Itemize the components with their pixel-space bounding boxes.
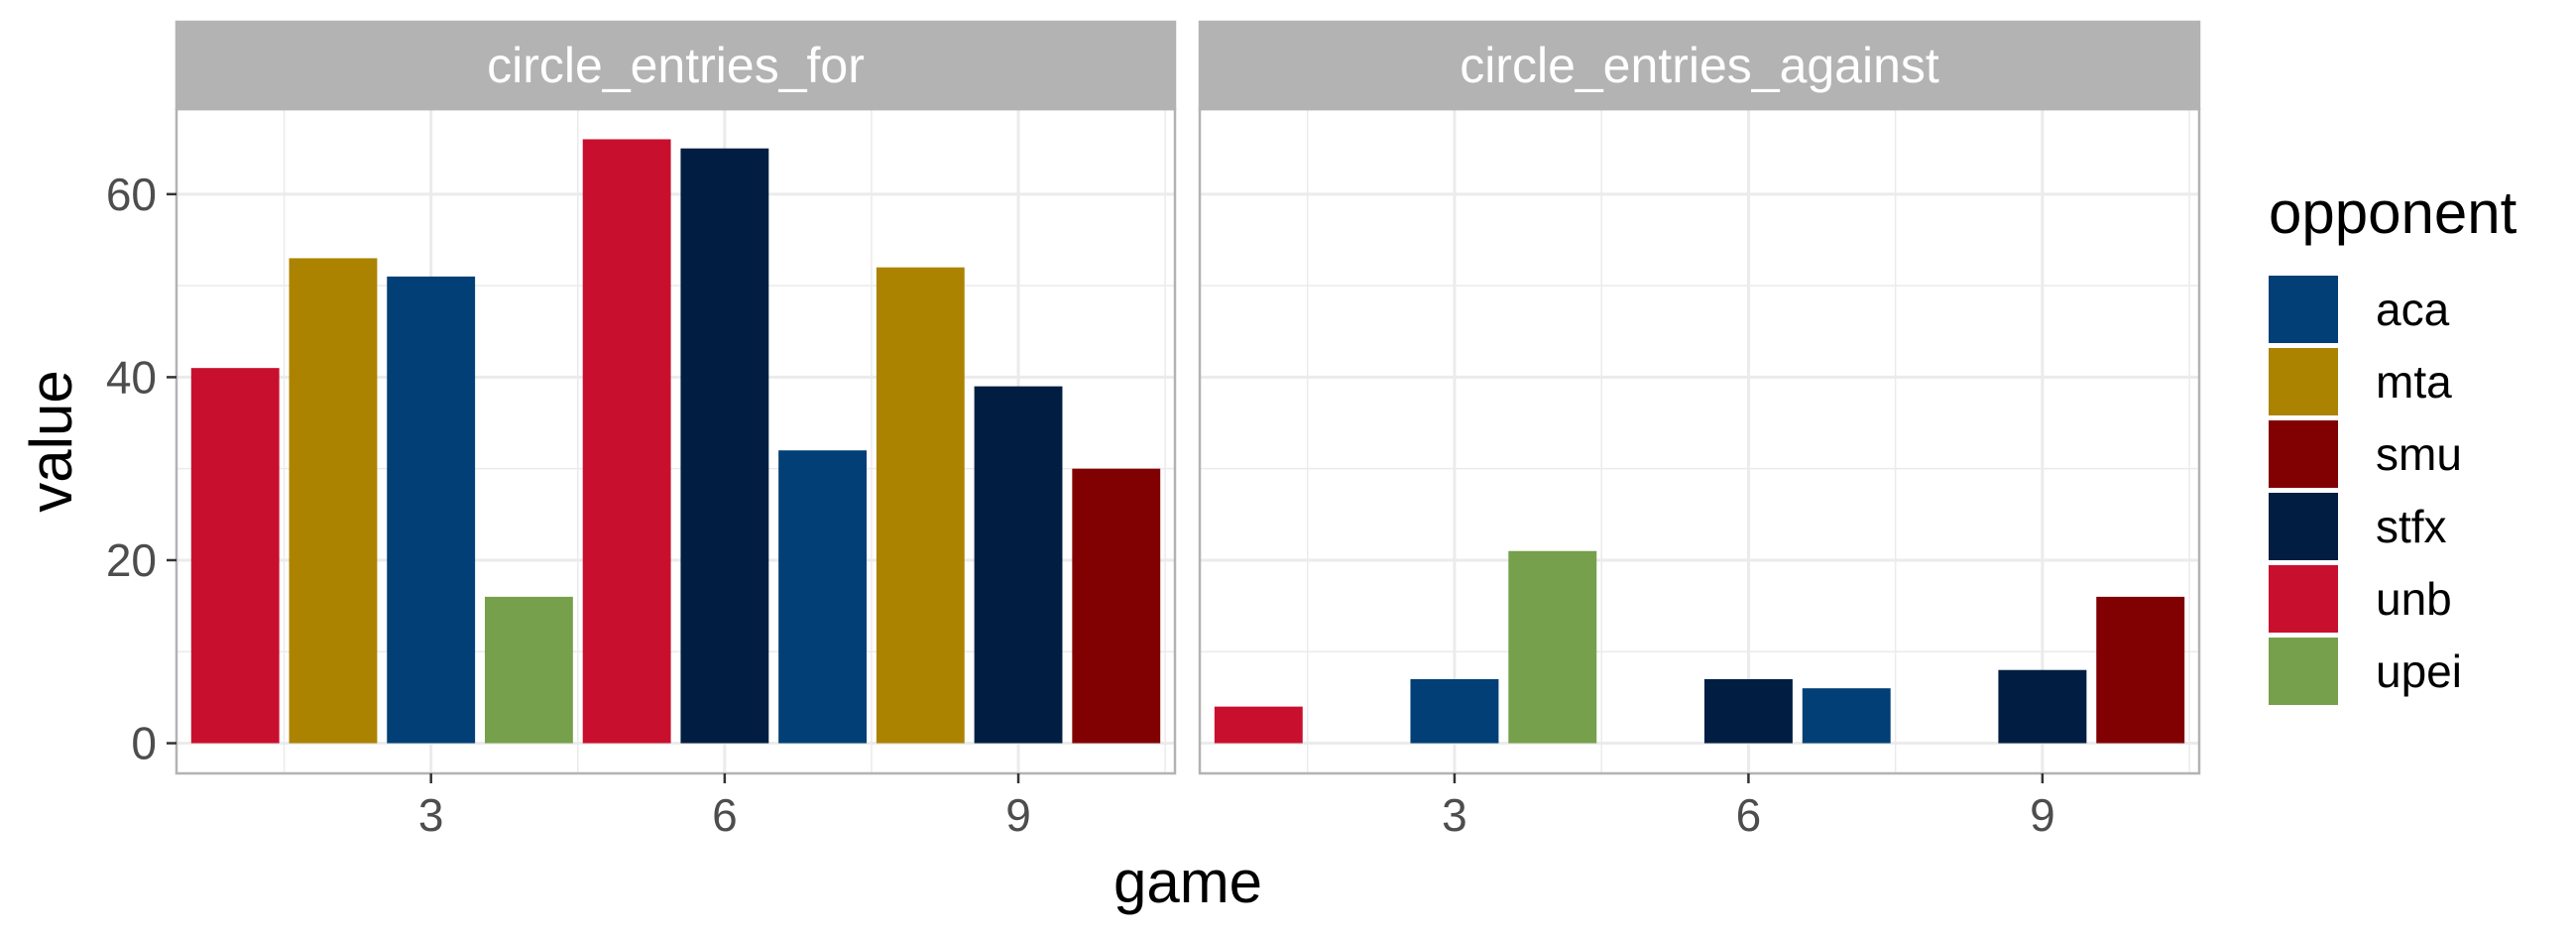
facet-strip-label: circle_entries_against <box>1460 38 1939 93</box>
facet-strip <box>175 20 1177 111</box>
x-tick-label: 3 <box>1442 789 1467 841</box>
legend-key-unb <box>2269 565 2338 633</box>
y-tick-label: 40 <box>106 351 157 403</box>
x-tick-label: 9 <box>1005 789 1031 841</box>
panel-background <box>1200 109 2199 773</box>
legend-title: opponent <box>2269 179 2517 246</box>
x-tick-label: 6 <box>1736 789 1762 841</box>
bar-game-7-aca <box>1802 688 1891 744</box>
bar-game-1-unb <box>190 368 280 744</box>
facet-strip <box>1198 20 2201 111</box>
legend-label-smu: smu <box>2376 428 2462 480</box>
legend-key-mta <box>2269 348 2338 415</box>
x-axis-title: game <box>1113 849 1262 915</box>
bar-game-6-stfx <box>680 148 769 744</box>
facet-panel-2: circle_entries_against 3 6 9 <box>1198 20 2201 841</box>
bar-game-2-mta <box>289 258 378 744</box>
bar-game-7-aca <box>778 450 868 744</box>
bar-game-5-unb <box>582 139 671 744</box>
bar-game-10-smu <box>2096 596 2185 744</box>
bar-game-4-upei <box>484 596 573 744</box>
facet-strip-label: circle_entries_for <box>487 38 865 93</box>
y-tick-label: 0 <box>131 718 157 769</box>
x-tick-label: 3 <box>418 789 444 841</box>
bar-game-9-stfx <box>974 386 1063 744</box>
bar-game-3-aca <box>1410 678 1499 744</box>
legend-key-stfx <box>2269 493 2338 560</box>
legend: opponent aca mta smu stfx unb upei <box>2269 179 2517 705</box>
bar-game-3-aca <box>387 276 476 744</box>
facet-panel-1: circle_entries_for 3 6 9 0 20 40 60 <box>106 20 1177 841</box>
legend-label-mta: mta <box>2376 356 2452 408</box>
x-tick-label: 6 <box>712 789 738 841</box>
legend-key-aca <box>2269 276 2338 343</box>
bar-game-8-mta <box>876 267 965 744</box>
legend-label-aca: aca <box>2376 284 2450 335</box>
legend-label-upei: upei <box>2376 645 2462 697</box>
bar-game-10-smu <box>1072 468 1161 744</box>
x-tick-label: 9 <box>2030 789 2055 841</box>
bar-game-6-stfx <box>1703 678 1793 744</box>
y-axis-title: value <box>18 370 84 512</box>
bar-game-4-upei <box>1508 550 1597 744</box>
y-tick-label: 60 <box>106 169 157 220</box>
legend-label-unb: unb <box>2376 573 2452 625</box>
bar-game-1-unb <box>1214 706 1303 744</box>
legend-key-upei <box>2269 638 2338 705</box>
bar-game-9-stfx <box>1998 669 2087 744</box>
legend-label-stfx: stfx <box>2376 501 2447 552</box>
y-tick-label: 20 <box>106 534 157 586</box>
legend-key-smu <box>2269 420 2338 488</box>
